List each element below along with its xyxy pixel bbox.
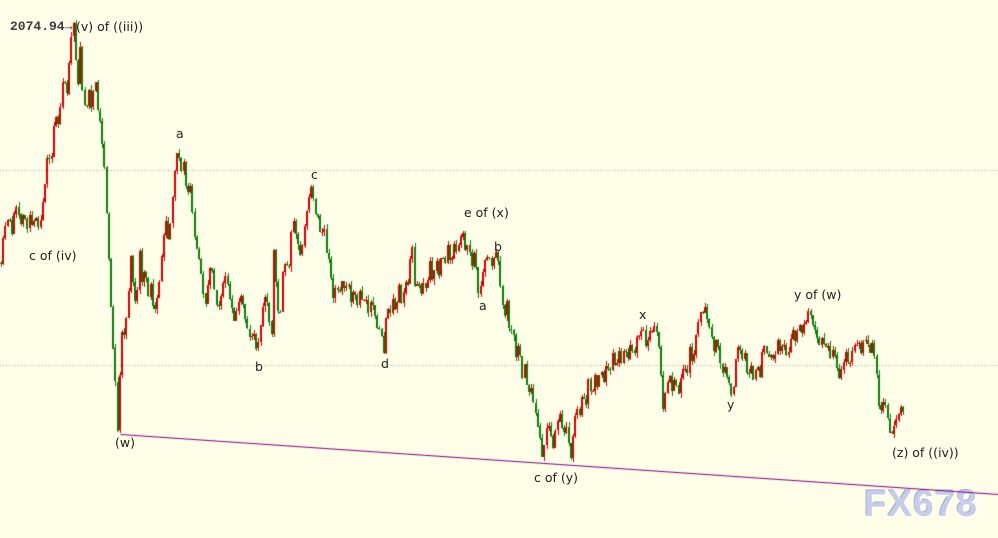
candlestick-canvas[interactable] (0, 0, 998, 538)
price-chart: FX678 2074.94→(v) of ((iii))c of (iv)abc… (0, 0, 998, 538)
